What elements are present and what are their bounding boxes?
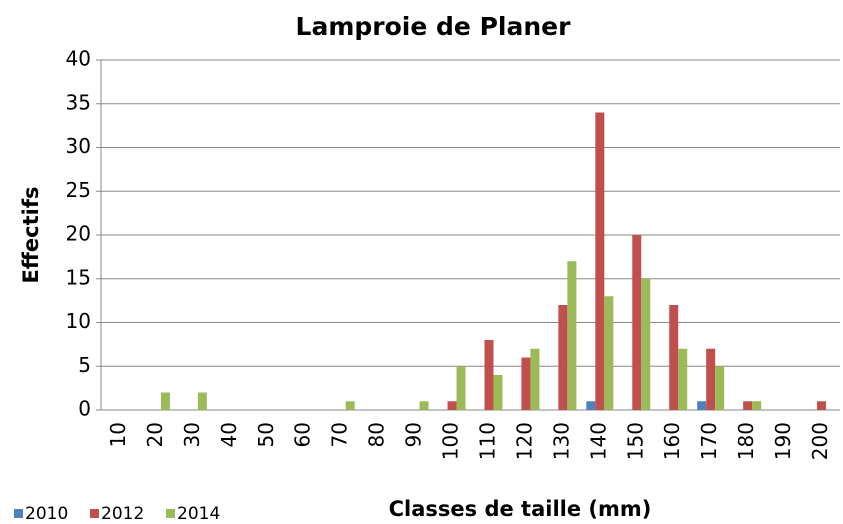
bar bbox=[530, 348, 540, 410]
bar bbox=[493, 375, 503, 410]
x-tick-label: 20 bbox=[143, 422, 167, 447]
bar bbox=[558, 305, 568, 410]
x-tick-label: 50 bbox=[254, 422, 278, 447]
y-axis-title: Effectifs bbox=[19, 187, 43, 284]
bar bbox=[345, 401, 355, 410]
y-tick-label: 15 bbox=[66, 265, 91, 289]
x-tick-label: 190 bbox=[771, 422, 795, 460]
y-tick-label: 30 bbox=[66, 134, 91, 158]
y-tick-label: 35 bbox=[66, 90, 91, 114]
legend-label: 2012 bbox=[101, 504, 144, 524]
legend-swatch bbox=[166, 509, 175, 518]
y-tick-label: 40 bbox=[66, 47, 91, 71]
x-tick-label: 170 bbox=[697, 422, 721, 460]
bar bbox=[752, 401, 762, 410]
x-tick-label: 70 bbox=[328, 422, 352, 447]
bar bbox=[743, 401, 753, 410]
bar bbox=[595, 112, 605, 410]
bar bbox=[456, 366, 466, 410]
bar bbox=[567, 261, 577, 410]
x-tick-label: 150 bbox=[623, 422, 647, 460]
legend-label: 2010 bbox=[25, 504, 68, 524]
chart-title: Lamproie de Planer bbox=[296, 12, 572, 41]
bar bbox=[715, 366, 725, 410]
bar bbox=[641, 278, 651, 410]
bar bbox=[669, 305, 679, 410]
bar bbox=[697, 401, 707, 410]
legend-swatch bbox=[90, 509, 99, 518]
bar bbox=[604, 296, 614, 410]
x-tick-label: 90 bbox=[402, 422, 426, 447]
bar bbox=[632, 235, 642, 410]
x-tick-label: 10 bbox=[106, 422, 130, 447]
x-axis-title: Classes de taille (mm) bbox=[389, 497, 652, 521]
x-tick-label: 120 bbox=[512, 422, 536, 460]
legend-label: 2014 bbox=[177, 504, 220, 524]
bar bbox=[419, 401, 429, 410]
x-tick-label: 100 bbox=[439, 422, 463, 460]
x-tick-label: 60 bbox=[291, 422, 315, 447]
legend-swatch bbox=[14, 509, 23, 518]
bar bbox=[817, 401, 827, 410]
y-tick-label: 0 bbox=[78, 397, 91, 421]
bar bbox=[521, 357, 531, 410]
x-tick-label: 180 bbox=[734, 422, 758, 460]
bar bbox=[706, 348, 716, 410]
bar bbox=[197, 392, 207, 410]
y-tick-label: 10 bbox=[66, 309, 91, 333]
x-tick-label: 110 bbox=[475, 422, 499, 460]
x-tick-label: 80 bbox=[365, 422, 389, 447]
y-tick-label: 5 bbox=[78, 353, 91, 377]
x-tick-label: 200 bbox=[808, 422, 832, 460]
bar bbox=[484, 340, 494, 410]
y-tick-label: 25 bbox=[66, 178, 91, 202]
y-tick-label: 20 bbox=[66, 222, 91, 246]
x-tick-label: 140 bbox=[586, 422, 610, 460]
x-tick-label: 160 bbox=[660, 422, 684, 460]
x-tick-label: 40 bbox=[217, 422, 241, 447]
x-tick-label: 30 bbox=[180, 422, 204, 447]
x-tick-label: 130 bbox=[549, 422, 573, 460]
bar bbox=[447, 401, 457, 410]
bar bbox=[586, 401, 596, 410]
bar bbox=[678, 348, 688, 410]
bar bbox=[160, 392, 170, 410]
